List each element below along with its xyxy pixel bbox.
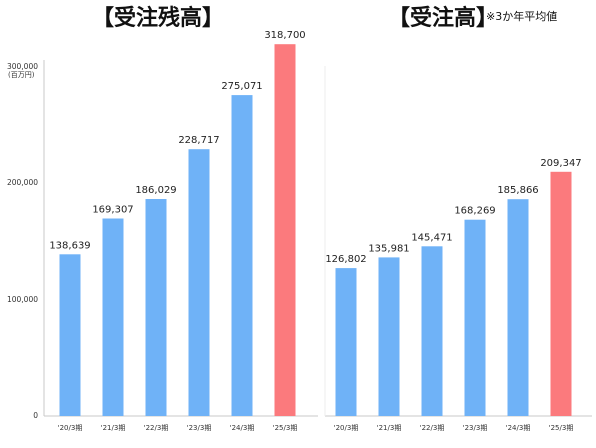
data-label-left-2: 186,029 [135, 185, 176, 196]
chart-right-title: 【受注高】 [388, 5, 498, 31]
chart-right-bars: 126,802 '20/3期 135,981 '21/3期 145,471 '22/3期 1… [325, 158, 581, 432]
bar-right-2 [421, 246, 443, 416]
data-label-left-4: 275,071 [221, 81, 262, 92]
x-tick-right-5: '25/3期 [549, 424, 574, 432]
data-label-right-2: 145,471 [411, 232, 452, 243]
data-label-left-3: 228,717 [178, 135, 219, 146]
chart-left-bars: 138,639 '20/3期 169,307 '21/3期 186,029 '22/3期 2… [49, 30, 305, 432]
data-label-right-1: 135,981 [368, 243, 409, 254]
data-label-right-5: 209,347 [540, 158, 581, 169]
data-label-left-0: 138,639 [49, 240, 90, 251]
chart-left: 【受注残高】 (百万円) 300,000 200,000 100,000 0 1… [7, 5, 318, 432]
bar-left-1 [102, 218, 124, 416]
data-label-left-5: 318,700 [264, 30, 305, 41]
bar-left-2 [145, 199, 167, 416]
bar-right-1 [378, 257, 400, 416]
x-tick-right-4: '24/3期 [506, 424, 531, 432]
bar-right-3 [464, 219, 486, 416]
data-label-left-1: 169,307 [92, 205, 133, 216]
x-tick-right-0: '20/3期 [334, 424, 359, 432]
y-tick-300000: 300,000 [7, 62, 38, 71]
x-tick-left-4: '24/3期 [230, 424, 255, 432]
bar-left-4 [231, 95, 253, 416]
bar-left-0 [59, 254, 81, 416]
x-tick-left-1: '21/3期 [101, 424, 126, 432]
x-tick-right-2: '22/3期 [420, 424, 445, 432]
x-tick-left-5: '25/3期 [273, 424, 298, 432]
chart-right-note: ※3か年平均値 [486, 9, 557, 23]
bar-right-0 [335, 268, 357, 416]
bar-right-5 [550, 171, 572, 416]
x-tick-right-1: '21/3期 [377, 424, 402, 432]
bar-left-3 [188, 149, 210, 416]
chart-left-title: 【受注残高】 [92, 5, 224, 31]
x-tick-right-3: '23/3期 [463, 424, 488, 432]
bar-left-5 [274, 44, 296, 416]
chart-right: 【受注高】 ※3か年平均値 126,802 '20/3期 135,981 '21/3期… [324, 5, 592, 432]
chart-left-unit-label: (百万円) [8, 71, 35, 79]
y-tick-200000: 200,000 [7, 178, 38, 187]
y-tick-100000: 100,000 [7, 295, 38, 304]
y-tick-0: 0 [33, 411, 38, 420]
x-tick-left-2: '22/3期 [144, 424, 169, 432]
data-label-right-4: 185,866 [497, 185, 538, 196]
data-label-right-0: 126,802 [325, 254, 366, 265]
x-tick-left-0: '20/3期 [58, 424, 83, 432]
data-label-right-3: 168,269 [454, 206, 495, 217]
x-tick-left-3: '23/3期 [187, 424, 212, 432]
bar-right-4 [507, 199, 529, 416]
